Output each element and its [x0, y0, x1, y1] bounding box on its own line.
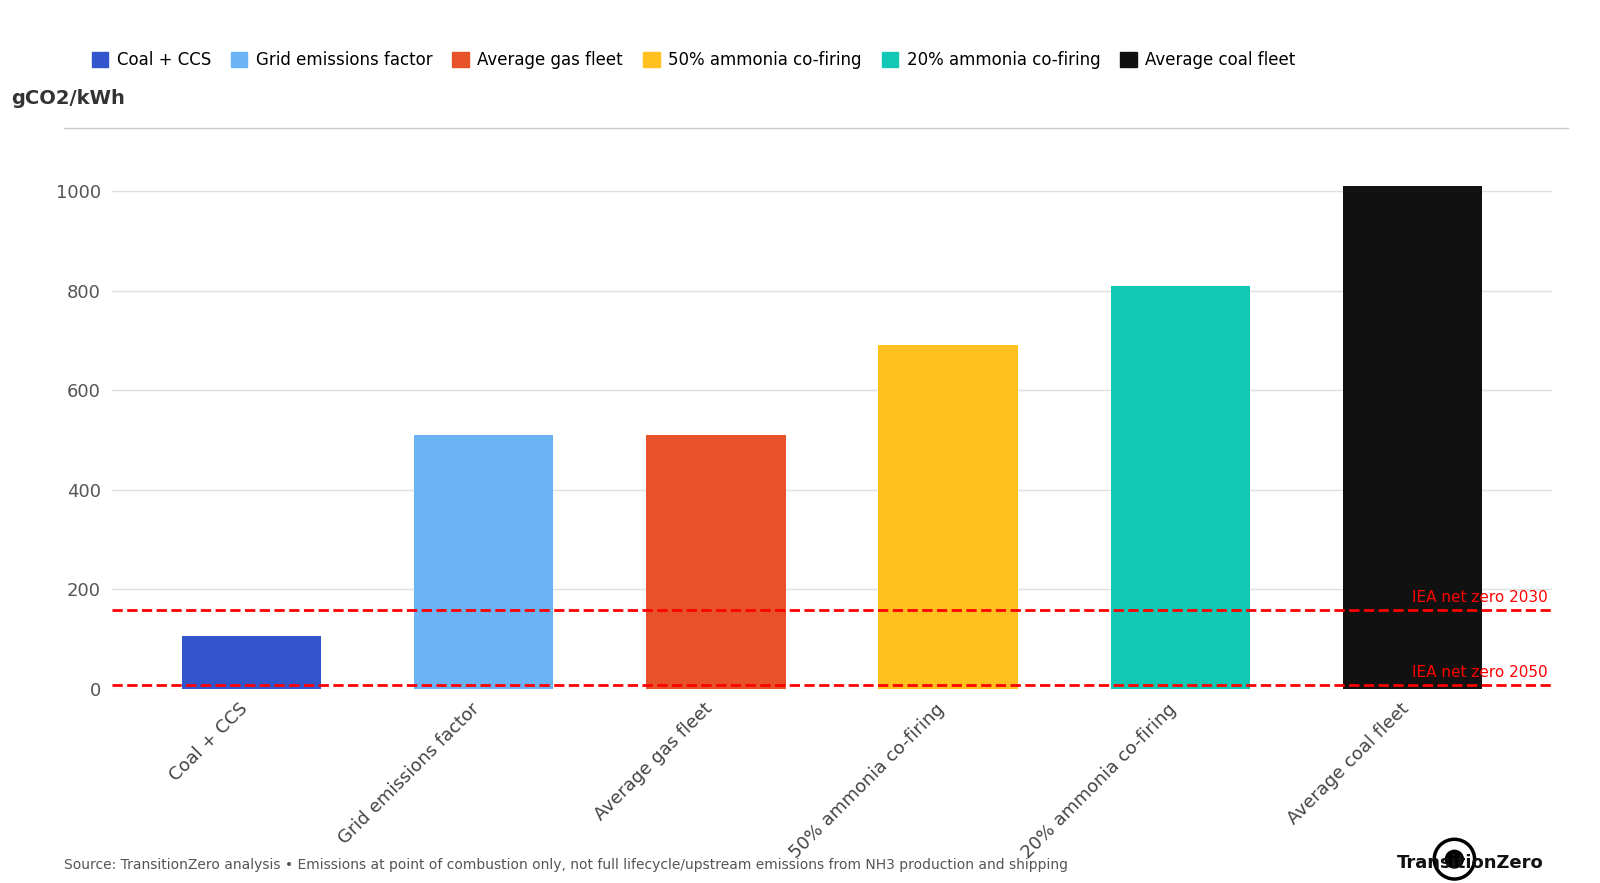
Text: TransitionZero: TransitionZero: [1397, 855, 1544, 872]
Bar: [878, 345, 1018, 689]
Bar: [182, 637, 322, 689]
Text: Source: TransitionZero analysis • Emissions at point of combustion only, not ful: Source: TransitionZero analysis • Emissi…: [64, 858, 1069, 872]
Text: IEA net zero 2030: IEA net zero 2030: [1411, 590, 1547, 605]
Bar: [646, 435, 786, 689]
Text: IEA net zero 2050: IEA net zero 2050: [1411, 665, 1547, 680]
Bar: [414, 435, 554, 689]
Legend: Coal + CCS, Grid emissions factor, Average gas fleet, 50% ammonia co-firing, 20%: Coal + CCS, Grid emissions factor, Avera…: [91, 51, 1296, 69]
Bar: [1342, 186, 1482, 689]
Text: gCO2/kWh: gCO2/kWh: [11, 89, 125, 109]
Bar: [1110, 285, 1250, 689]
Circle shape: [1445, 850, 1464, 868]
